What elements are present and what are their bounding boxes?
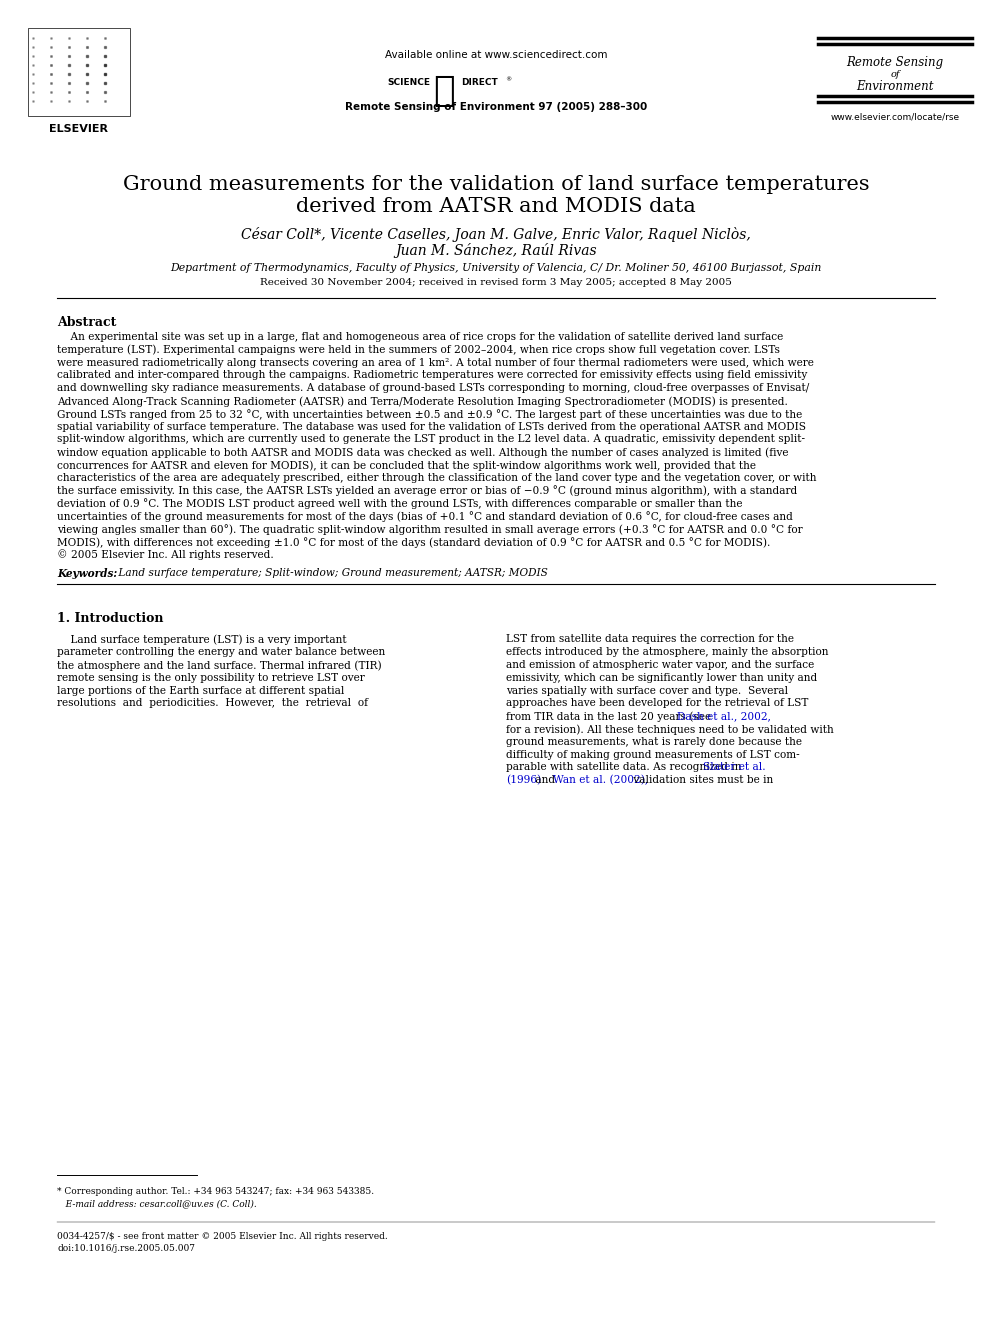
Text: LST from satellite data requires the correction for the: LST from satellite data requires the cor… — [506, 635, 794, 644]
Text: resolutions  and  periodicities.  However,  the  retrieval  of: resolutions and periodicities. However, … — [57, 699, 368, 708]
Text: temperature (LST). Experimental campaigns were held in the summers of 2002–2004,: temperature (LST). Experimental campaign… — [57, 345, 780, 356]
Text: split-window algorithms, which are currently used to generate the LST product in: split-window algorithms, which are curre… — [57, 434, 805, 445]
Text: derived from AATSR and MODIS data: derived from AATSR and MODIS data — [297, 197, 695, 216]
Text: Land surface temperature (LST) is a very important: Land surface temperature (LST) is a very… — [57, 635, 346, 644]
Text: difficulty of making ground measurements of LST com-: difficulty of making ground measurements… — [506, 750, 800, 759]
Text: Keywords:: Keywords: — [57, 569, 117, 579]
Text: deviation of 0.9 °C. The MODIS LST product agreed well with the ground LSTs, wit: deviation of 0.9 °C. The MODIS LST produ… — [57, 499, 742, 509]
Text: from TIR data in the last 20 years (see: from TIR data in the last 20 years (see — [506, 712, 714, 722]
Text: characteristics of the area are adequately prescribed, either through the classi: characteristics of the area are adequate… — [57, 472, 816, 483]
Text: approaches have been developed for the retrieval of LST: approaches have been developed for the r… — [506, 699, 808, 708]
Text: uncertainties of the ground measurements for most of the days (bias of +0.1 °C a: uncertainties of the ground measurements… — [57, 511, 793, 523]
Text: for a revision). All these techniques need to be validated with: for a revision). All these techniques ne… — [506, 724, 833, 734]
Text: concurrences for AATSR and eleven for MODIS), it can be concluded that the split: concurrences for AATSR and eleven for MO… — [57, 460, 756, 471]
Text: SCIENCE: SCIENCE — [387, 78, 430, 87]
Text: Department of Thermodynamics, Faculty of Physics, University of Valencia, C/ Dr.: Department of Thermodynamics, Faculty of… — [171, 263, 821, 273]
Text: Dash et al., 2002,: Dash et al., 2002, — [678, 712, 771, 721]
Text: Abstract: Abstract — [57, 316, 116, 329]
Text: Ground LSTs ranged from 25 to 32 °C, with uncertainties between ±0.5 and ±0.9 °C: Ground LSTs ranged from 25 to 32 °C, wit… — [57, 409, 803, 419]
Text: calibrated and inter-compared through the campaigns. Radiometric temperatures we: calibrated and inter-compared through th… — [57, 370, 807, 381]
Text: Juan M. Sánchez, Raúl Rivas: Juan M. Sánchez, Raúl Rivas — [395, 243, 597, 258]
Text: and: and — [532, 775, 558, 785]
Bar — [28, 28, 130, 116]
Text: (1996): (1996) — [506, 775, 541, 786]
Text: effects introduced by the atmosphere, mainly the absorption: effects introduced by the atmosphere, ma… — [506, 647, 828, 658]
Text: MODIS), with differences not exceeding ±1.0 °C for most of the days (standard de: MODIS), with differences not exceeding ±… — [57, 537, 771, 548]
Text: ELSEVIER: ELSEVIER — [50, 124, 108, 134]
Text: César Coll*, Vicente Caselles, Joan M. Galve, Enric Valor, Raquel Niclòs,: César Coll*, Vicente Caselles, Joan M. G… — [241, 228, 751, 242]
Text: Advanced Along-Track Scanning Radiometer (AATSR) and Terra/Moderate Resolution I: Advanced Along-Track Scanning Radiometer… — [57, 396, 788, 406]
Text: www.elsevier.com/locate/rse: www.elsevier.com/locate/rse — [830, 112, 959, 120]
Text: the atmosphere and the land surface. Thermal infrared (TIR): the atmosphere and the land surface. The… — [57, 660, 382, 671]
Text: Wan et al. (2002),: Wan et al. (2002), — [554, 775, 648, 786]
Text: Land surface temperature; Split-window; Ground measurement; AATSR; MODIS: Land surface temperature; Split-window; … — [115, 569, 548, 578]
Text: ⓓ: ⓓ — [433, 74, 454, 108]
Bar — [28, 28, 130, 116]
Text: ground measurements, what is rarely done because the: ground measurements, what is rarely done… — [506, 737, 802, 746]
Text: viewing angles smaller than 60°). The quadratic split-window algorithm resulted : viewing angles smaller than 60°). The qu… — [57, 524, 803, 534]
Text: doi:10.1016/j.rse.2005.05.007: doi:10.1016/j.rse.2005.05.007 — [57, 1244, 195, 1253]
Text: Remote Sensing of Environment 97 (2005) 288–300: Remote Sensing of Environment 97 (2005) … — [345, 102, 647, 112]
Text: parameter controlling the energy and water balance between: parameter controlling the energy and wat… — [57, 647, 385, 658]
Text: An experimental site was set up in a large, flat and homogeneous area of rice cr: An experimental site was set up in a lar… — [57, 332, 784, 343]
Text: spatial variability of surface temperature. The database was used for the valida: spatial variability of surface temperatu… — [57, 422, 806, 431]
Text: 0034-4257/$ - see front matter © 2005 Elsevier Inc. All rights reserved.: 0034-4257/$ - see front matter © 2005 El… — [57, 1232, 388, 1241]
Text: remote sensing is the only possibility to retrieve LST over: remote sensing is the only possibility t… — [57, 673, 365, 683]
Text: varies spatially with surface cover and type.  Several: varies spatially with surface cover and … — [506, 685, 788, 696]
Text: parable with satellite data. As recognized in: parable with satellite data. As recogniz… — [506, 762, 745, 773]
Text: Slater et al.: Slater et al. — [703, 762, 766, 773]
Text: Remote Sensing: Remote Sensing — [846, 56, 943, 69]
Text: 1. Introduction: 1. Introduction — [57, 613, 164, 626]
Text: Ground measurements for the validation of land surface temperatures: Ground measurements for the validation o… — [123, 175, 869, 194]
Text: validation sites must be in: validation sites must be in — [630, 775, 774, 785]
Text: Available online at www.sciencedirect.com: Available online at www.sciencedirect.co… — [385, 50, 607, 60]
Text: © 2005 Elsevier Inc. All rights reserved.: © 2005 Elsevier Inc. All rights reserved… — [57, 549, 274, 561]
Text: the surface emissivity. In this case, the AATSR LSTs yielded an average error or: the surface emissivity. In this case, th… — [57, 486, 798, 496]
Text: and emission of atmospheric water vapor, and the surface: and emission of atmospheric water vapor,… — [506, 660, 814, 669]
Text: * Corresponding author. Tel.: +34 963 543247; fax: +34 963 543385.: * Corresponding author. Tel.: +34 963 54… — [57, 1187, 374, 1196]
Text: large portions of the Earth surface at different spatial: large portions of the Earth surface at d… — [57, 685, 344, 696]
Text: Environment: Environment — [856, 79, 933, 93]
Text: DIRECT: DIRECT — [461, 78, 498, 87]
Text: and downwelling sky radiance measurements. A database of ground-based LSTs corre: and downwelling sky radiance measurement… — [57, 384, 809, 393]
Text: emissivity, which can be significantly lower than unity and: emissivity, which can be significantly l… — [506, 673, 817, 683]
Text: ®: ® — [505, 77, 511, 82]
Text: of: of — [890, 70, 900, 79]
Text: window equation applicable to both AATSR and MODIS data was checked as well. Alt: window equation applicable to both AATSR… — [57, 447, 789, 458]
Text: Received 30 November 2004; received in revised form 3 May 2005; accepted 8 May 2: Received 30 November 2004; received in r… — [260, 278, 732, 287]
Text: E-mail address: cesar.coll@uv.es (C. Coll).: E-mail address: cesar.coll@uv.es (C. Col… — [57, 1199, 257, 1208]
Text: were measured radiometrically along transects covering an area of 1 km². A total: were measured radiometrically along tran… — [57, 357, 813, 368]
